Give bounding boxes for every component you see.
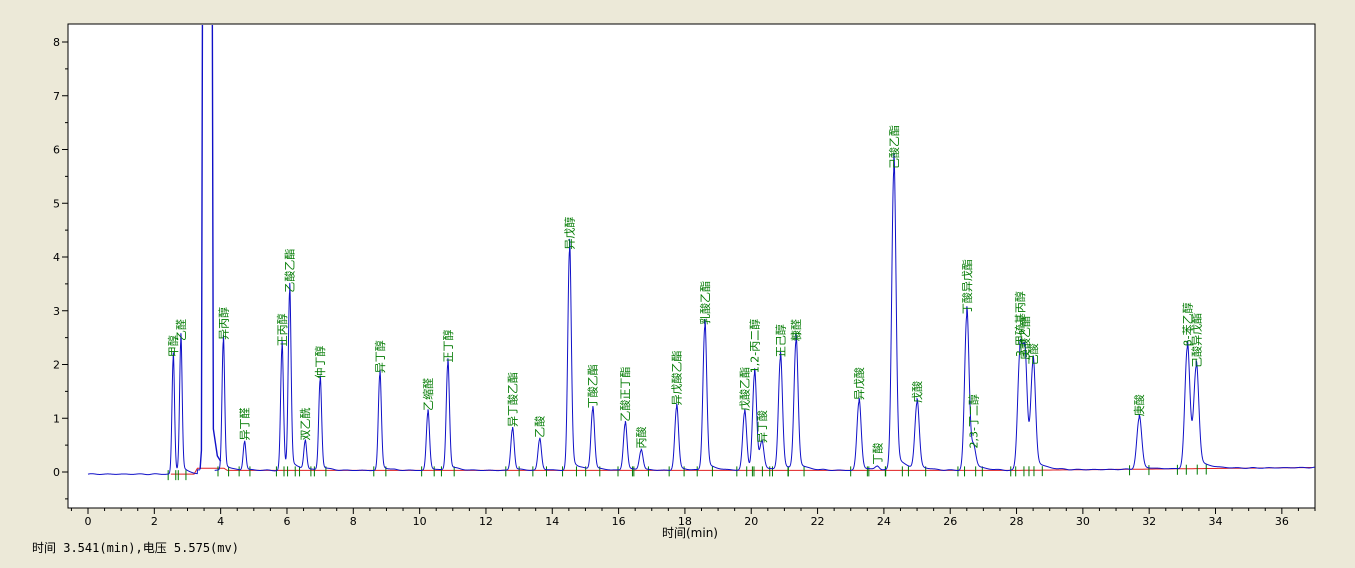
signal-trace	[87, 153, 1315, 476]
y-tick-label: 3	[53, 305, 60, 318]
peak-label: 甲醇	[166, 335, 180, 357]
x-tick-label: 32	[1142, 515, 1156, 528]
y-tick-label: 0	[53, 466, 60, 479]
x-tick-label: 8	[350, 515, 357, 528]
x-tick-label: 26	[943, 515, 957, 528]
x-tick-label: 18	[678, 515, 692, 528]
peak-label: 3-甲硫基丙醇	[1013, 291, 1027, 357]
peak-label: 正丁醇	[441, 330, 455, 363]
x-axis-title: 时间(min)	[662, 526, 718, 540]
plot-area	[67, 23, 1316, 509]
peak-label: 异丁酸	[755, 410, 769, 443]
x-tick-label: 36	[1275, 515, 1289, 528]
peak-label: 丁酸乙酯	[586, 364, 600, 408]
peak-label: 正丙醇	[275, 313, 289, 346]
x-tick-label: 10	[413, 515, 427, 528]
x-tick-label: 0	[85, 515, 92, 528]
peak-label: β-苯乙醇	[1180, 302, 1194, 346]
x-tick-label: 6	[283, 515, 290, 528]
y-tick-label: 5	[53, 197, 60, 210]
peak-label: 丁酸	[870, 443, 884, 465]
peak-label: 正己醇	[773, 324, 787, 357]
x-tick-label: 30	[1076, 515, 1090, 528]
peak-label: 己酸异戊酯	[1189, 313, 1203, 368]
peak-label: 戊酸	[910, 381, 924, 403]
peak-label: 丁酸异戊酯	[960, 259, 974, 314]
peak-label: 异戊酸乙酯	[670, 351, 684, 406]
x-tick-label: 16	[612, 515, 626, 528]
peak-label: 丙酸	[634, 427, 648, 449]
x-tick-label: 22	[811, 515, 825, 528]
solvent-peak	[199, 24, 222, 470]
x-tick-label: 14	[545, 515, 559, 528]
peak-label: 2,3-丁二醇	[966, 394, 980, 448]
y-tick-label: 6	[53, 144, 60, 157]
y-tick-label: 4	[53, 251, 60, 264]
status-readout: 时间 3.541(min),电压 5.575(mv)	[32, 541, 239, 555]
peak-label: 乙酸乙酯	[283, 249, 297, 293]
x-tick-label: 34	[1209, 515, 1223, 528]
x-tick-label: 28	[1010, 515, 1024, 528]
peak-label: 乳酸乙酯	[698, 281, 712, 325]
x-tick-label: 24	[877, 515, 891, 528]
peak-label: 戊酸乙酯	[738, 367, 752, 411]
peak-label: 己酸	[1026, 343, 1040, 365]
x-tick-label: 2	[151, 515, 158, 528]
peak-label: 仲丁醇	[313, 346, 327, 379]
y-tick-label: 2	[53, 359, 60, 372]
peak-label: 乙醛	[174, 319, 188, 341]
peak-label: 庚酸	[1132, 394, 1146, 416]
peak-label: 异丁酸乙酯	[505, 372, 519, 427]
y-tick-label: 7	[53, 90, 60, 103]
peak-label: 乙酸	[533, 416, 547, 438]
peak-label: 乙缩醛	[421, 378, 435, 411]
peak-label: 双乙酰	[298, 407, 312, 440]
x-tick-label: 12	[479, 515, 493, 528]
peak-label: 己酸乙酯	[887, 125, 901, 169]
peak-label: 异丁醇	[373, 340, 387, 373]
peak-label: 庚酸乙酯	[1018, 316, 1032, 360]
x-tick-label: 20	[744, 515, 758, 528]
peak-label: 异戊酸	[852, 367, 866, 400]
y-tick-label: 1	[53, 412, 60, 425]
peak-label: 乙酸正丁酯	[618, 367, 632, 422]
peak-label: 异丁醛	[238, 407, 252, 440]
peak-label: 异戊醇	[563, 217, 577, 250]
peak-label: 异丙醇	[216, 307, 230, 340]
peak-label: 1,2-丙二醇	[748, 319, 762, 373]
peak-label: 糠醛	[789, 319, 803, 341]
x-tick-label: 4	[217, 515, 224, 528]
y-tick-label: 8	[53, 36, 60, 49]
